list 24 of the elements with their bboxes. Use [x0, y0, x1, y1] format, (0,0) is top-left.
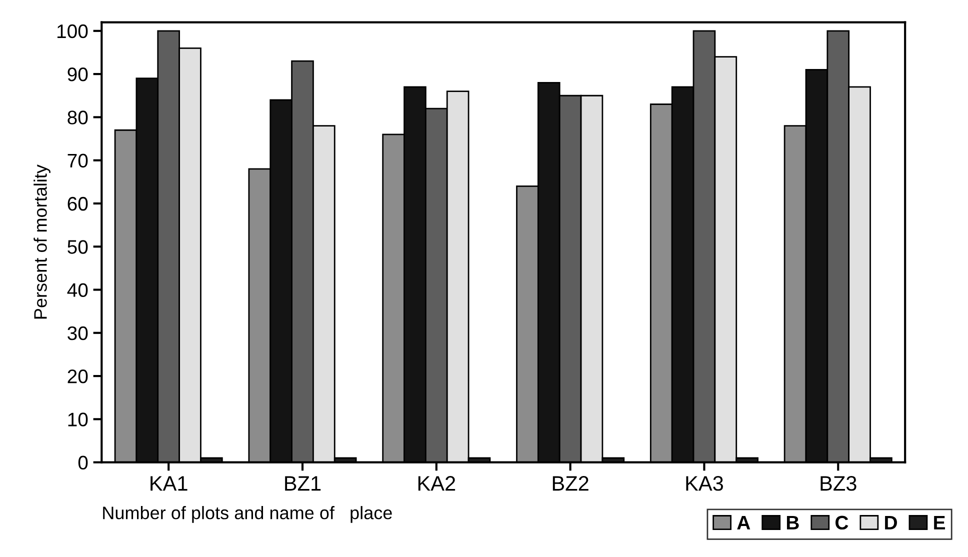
y-tick-label: 50 — [68, 240, 88, 254]
y-tick-label: 80 — [68, 110, 88, 124]
x-tick-label: KA3 — [686, 476, 723, 491]
y-tick-label: 30 — [68, 326, 88, 340]
x-tick-label: KA2 — [418, 476, 456, 491]
y-tick-label: 90 — [68, 68, 88, 82]
y-tick-label: 10 — [68, 412, 88, 426]
y-tick-label: 0 — [78, 456, 88, 470]
legend-label: E — [934, 516, 946, 530]
x-tick-label: BZ1 — [285, 476, 321, 491]
legend-label: C — [836, 516, 848, 530]
y-tick-label: 20 — [68, 369, 88, 384]
x-tick-label: BZ3 — [820, 476, 856, 491]
x-tick-label: BZ2 — [552, 476, 588, 491]
y-tick-label: 70 — [68, 154, 88, 168]
x-axis-title: Number of plots and name of place — [103, 506, 392, 523]
legend-label: A — [737, 516, 750, 530]
legend-label: D — [885, 516, 897, 530]
x-tick-label: KA1 — [150, 476, 188, 491]
legend-label: B — [786, 516, 799, 530]
y-axis-title: Persent of mortality — [34, 164, 50, 319]
y-tick-label: 100 — [57, 24, 88, 38]
y-tick-label: 60 — [68, 196, 88, 211]
y-tick-label: 40 — [67, 283, 88, 297]
